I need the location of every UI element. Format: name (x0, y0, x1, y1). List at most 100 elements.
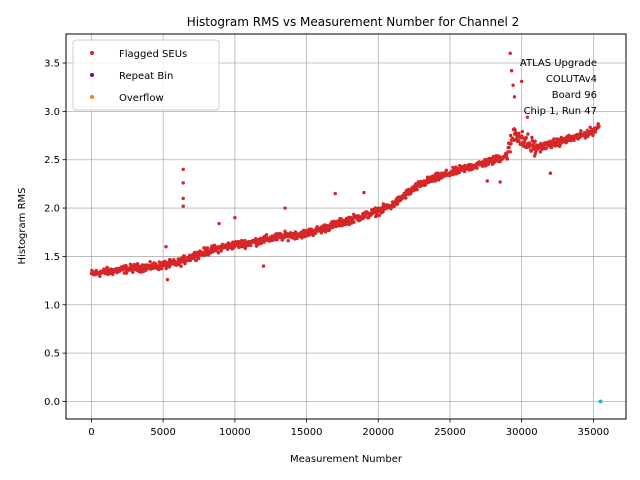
y-tick-label: 2.5 (44, 155, 60, 166)
data-point-flagged-seu (182, 254, 187, 259)
data-point-flagged-seu (513, 128, 517, 132)
data-point-flagged-seu (538, 150, 543, 154)
y-tick-label: 1.5 (44, 252, 60, 263)
data-point-flagged-seu (205, 246, 210, 250)
data-point-flagged-seu (462, 169, 467, 174)
y-tick-label: 2.0 (44, 204, 60, 215)
x-tick-label: 35000 (577, 427, 609, 438)
x-tick-label: 15000 (291, 427, 323, 438)
data-point-flagged-seu (533, 154, 537, 158)
x-tick-label: 10000 (219, 427, 251, 438)
data-point-zero (598, 399, 603, 404)
data-point-flagged-seu (519, 79, 524, 84)
data-point-flagged-seu (522, 140, 527, 145)
legend-label-flagged-seus: Flagged SEUs (119, 49, 187, 60)
data-point-flagged-seu (512, 138, 516, 142)
legend: Flagged SEUs Repeat Bin Overflow (72, 39, 220, 111)
data-point-flagged-seu (381, 210, 385, 214)
data-point-flagged-seu (319, 231, 324, 235)
annotation-line-4: Chip 1, Run 47 (524, 106, 597, 117)
data-point-flagged-seu (333, 191, 337, 196)
data-points (89, 51, 603, 404)
y-tick-label: 0.5 (44, 349, 60, 360)
data-point-flagged-seu (313, 231, 318, 235)
data-point-flagged-seu (98, 274, 102, 278)
annotation-line-3: Board 96 (552, 90, 597, 101)
data-point-flagged-seu (181, 181, 185, 185)
y-tick-label: 3.5 (44, 59, 60, 70)
data-point-flagged-seu (509, 142, 513, 146)
data-point-flagged-seu (377, 213, 382, 218)
data-point-flagged-seu (444, 168, 449, 173)
data-point-flagged-seu (362, 190, 366, 195)
data-point-flagged-seu (124, 263, 128, 268)
y-axis-label: Histogram RMS (17, 188, 28, 265)
data-point-flagged-seu (579, 129, 583, 133)
data-point-flagged-seu (258, 236, 263, 241)
data-point-flagged-seu (164, 266, 168, 271)
data-point-flagged-seu (516, 131, 521, 136)
data-point-flagged-seu (509, 69, 514, 73)
data-point-flagged-seu (352, 220, 356, 224)
data-point-flagged-seu (597, 124, 601, 128)
annotation-line-1: ATLAS Upgrade (520, 58, 597, 69)
data-point-flagged-seu (548, 171, 553, 175)
legend-label-repeat-bin: Repeat Bin (119, 71, 173, 82)
data-point-flagged-seu (404, 196, 408, 200)
x-tick-label: 25000 (434, 427, 466, 438)
data-point-flagged-seu (508, 133, 513, 138)
data-point-flagged-seu (414, 185, 419, 189)
x-tick-label: 5000 (150, 427, 175, 438)
data-point-flagged-seu (157, 267, 161, 272)
data-point-flagged-seu (505, 157, 510, 161)
data-point-flagged-seu (192, 250, 197, 255)
data-point-flagged-seu (525, 115, 530, 119)
data-point-flagged-seu (508, 150, 512, 154)
data-point-flagged-seu (181, 167, 185, 172)
data-point-flagged-seu (533, 139, 537, 143)
data-point-flagged-seu (196, 256, 201, 261)
data-point-flagged-seu (457, 170, 461, 175)
data-point-flagged-seu (511, 83, 515, 87)
data-point-flagged-seu (504, 153, 509, 158)
annotation: ATLAS Upgrade COLUTAv4 Board 96 Chip 1, … (520, 58, 597, 117)
data-point-flagged-seu (216, 251, 221, 255)
data-point-flagged-seu (517, 139, 521, 144)
data-point-flagged-seu (181, 204, 185, 208)
data-point-flagged-seu (588, 125, 592, 130)
data-point-flagged-seu (148, 260, 152, 264)
x-tick-label: 0 (88, 427, 94, 438)
y-tick-label: 3.0 (44, 107, 60, 118)
data-point-flagged-seu (520, 134, 524, 138)
grid (66, 34, 626, 419)
y-tick-label: 0.0 (44, 397, 60, 408)
data-point-flagged-seu (520, 129, 525, 134)
data-point-flagged-seu (275, 238, 279, 242)
data-point-flagged-seu (506, 150, 510, 154)
data-point-flagged-seu (593, 130, 598, 134)
data-point-flagged-seu (165, 277, 170, 282)
x-tick-label: 20000 (362, 427, 394, 438)
data-point-flagged-seu (415, 187, 419, 192)
data-point-flagged-seu (524, 136, 529, 140)
x-axis-label: Measurement Number (290, 454, 403, 465)
data-point-flagged-seu (526, 132, 530, 136)
data-point-flagged-seu (307, 227, 311, 231)
data-point-flagged-seu (264, 233, 269, 237)
legend-box (72, 39, 220, 111)
data-point-flagged-seu (518, 142, 522, 147)
data-point-flagged-seu (425, 175, 430, 179)
data-point-flagged-seu (572, 138, 576, 142)
data-point-flagged-seu (129, 268, 133, 272)
data-point-flagged-seu (286, 239, 290, 243)
data-point-flagged-seu (512, 95, 517, 99)
legend-marker-flagged-seus (90, 51, 94, 55)
y-tick-label: 1.0 (44, 300, 60, 311)
data-point-flagged-seu (530, 135, 534, 140)
legend-marker-repeat-bin (90, 73, 94, 77)
legend-marker-overflow (90, 95, 94, 99)
data-point-flagged-seu (249, 243, 253, 248)
legend-label-overflow: Overflow (119, 93, 164, 104)
data-point-flagged-seu (395, 202, 400, 206)
